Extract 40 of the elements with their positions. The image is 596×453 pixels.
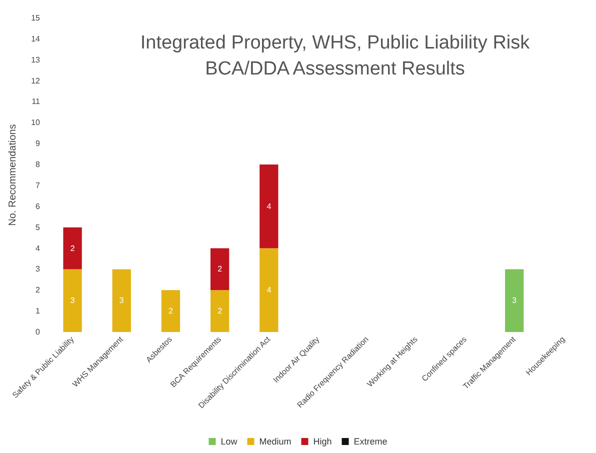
bar [210,248,230,290]
legend-label: Medium [259,436,292,446]
y-tick-label: 1 [36,306,41,316]
bar [161,290,180,332]
legend-label: Low [220,436,238,446]
y-axis-title: No. Recommendations [8,124,18,226]
y-tick-label: 13 [31,55,41,64]
y-tick-label: 3 [36,264,41,274]
bar [63,269,82,332]
data-label: 2 [218,264,223,274]
bar [260,164,278,248]
y-tick-label: 12 [31,76,41,86]
data-label: 3 [119,296,124,306]
data-label: 2 [218,306,223,316]
y-tick-label: 2 [36,286,41,295]
y-tick-label: 0 [36,328,41,336]
bar [112,269,131,332]
bar [210,290,230,332]
data-label: 2 [168,306,174,316]
y-tick-label: 7 [36,180,41,190]
y-tick-label: 14 [31,34,41,44]
y-tick-label: 4 [36,244,41,253]
bar [63,227,82,270]
data-label: 4 [266,202,272,211]
text: Integrated Property, WHS, Public Liability Risk BCA/DDA Assessment Results [140,32,530,80]
y-tick-label: 8 [36,160,41,170]
legend-label: Extreme [354,436,388,446]
y-tick-label: 11 [32,97,41,106]
bar [505,269,524,332]
data-label: 3 [70,296,76,306]
bar [260,248,278,332]
y-tick-label: 5 [36,222,41,232]
data-label: 4 [266,286,272,295]
y-tick-label: 6 [36,202,41,211]
legend-label: High [313,436,332,446]
y-tick-label: 9 [36,139,41,148]
data-label: 3 [512,296,518,306]
y-tick-label: 10 [31,118,41,128]
data-label: 2 [70,244,76,253]
y-tick-label: 15 [31,14,41,22]
